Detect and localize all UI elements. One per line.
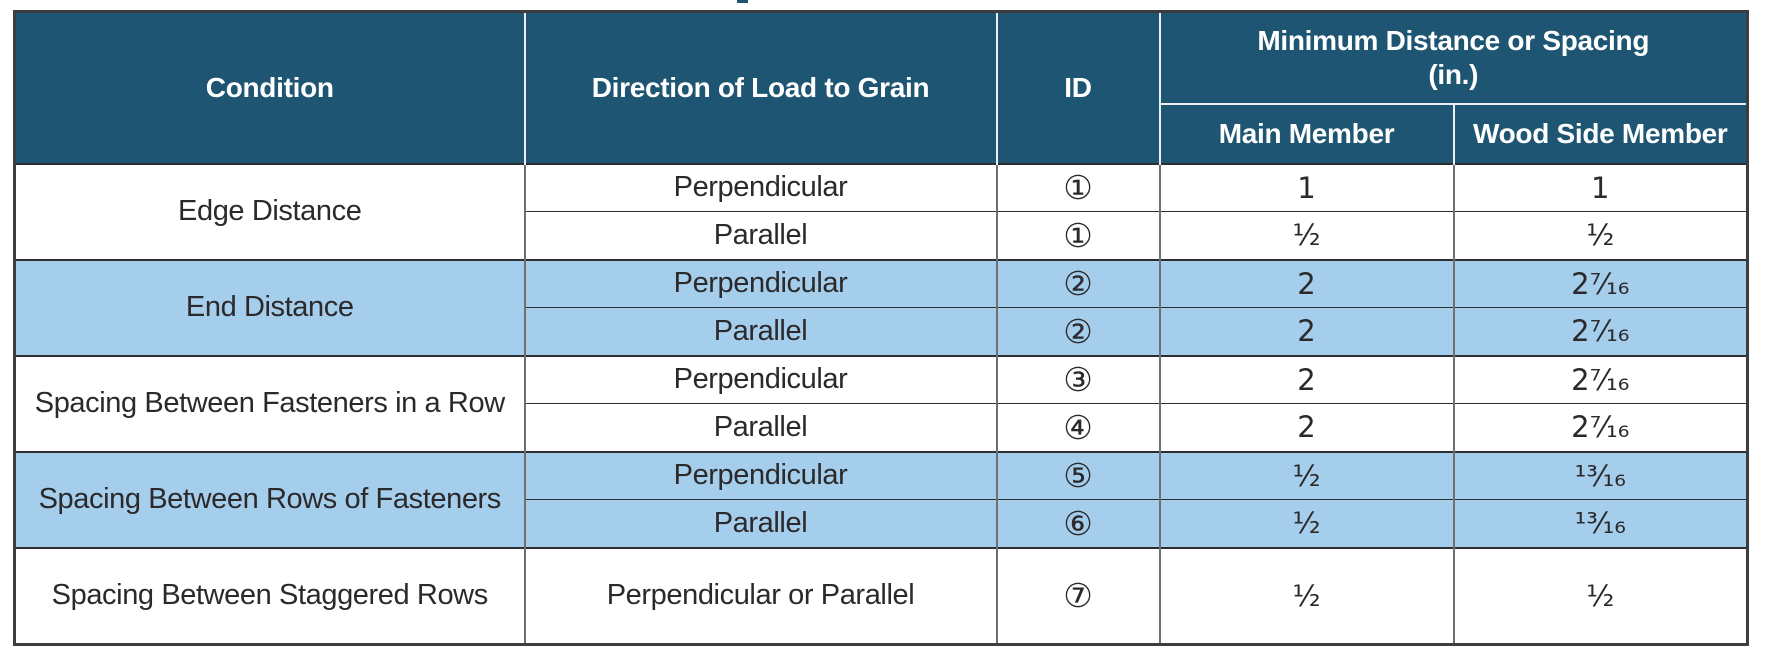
cell-direction: Perpendicular or Parallel <box>523 546 997 645</box>
cell-id: ⑤ <box>995 450 1160 500</box>
cell-condition: Spacing Between Staggered Rows <box>14 546 525 645</box>
cell-id: ① <box>995 162 1160 212</box>
table-row: End Distance Perpendicular ② 2 2⁷⁄₁₆ <box>14 258 1748 356</box>
header-main-member: Main Member <box>1158 103 1454 164</box>
cell-wood-side-member: 2⁷⁄₁₆ <box>1452 258 1748 308</box>
header-wood-side-member: Wood Side Member <box>1452 103 1748 164</box>
cell-main-member: ½ <box>1158 450 1454 500</box>
cell-main-member: 2 <box>1158 258 1454 308</box>
cell-id: ③ <box>995 354 1160 404</box>
cell-id: ② <box>995 258 1160 308</box>
cell-main-member: 2 <box>1158 354 1454 404</box>
cell-wood-side-member: 2⁷⁄₁₆ <box>1452 403 1748 452</box>
cell-id: ② <box>995 307 1160 356</box>
cell-main-member: ½ <box>1158 546 1454 645</box>
cell-direction: Perpendicular <box>523 258 997 308</box>
cell-direction: Perpendicular <box>523 450 997 500</box>
cell-id: ④ <box>995 403 1160 452</box>
header-minimum-distance-group: Minimum Distance or Spacing (in.) <box>1158 11 1748 105</box>
cell-wood-side-member: ½ <box>1452 211 1748 260</box>
cell-wood-side-member: ¹³⁄₁₆ <box>1452 499 1748 548</box>
header-minimum-distance-unit: (in.) <box>1428 58 1479 90</box>
fastener-spacing-table: Condition Direction of Load to Grain ID … <box>13 10 1749 646</box>
cell-id: ① <box>995 211 1160 260</box>
table-row: Spacing Between Fasteners in a Row Perpe… <box>14 354 1748 452</box>
header-id: ID <box>995 11 1160 164</box>
header-condition: Condition <box>14 11 525 164</box>
cell-wood-side-member: 1 <box>1452 162 1748 212</box>
table-row: Parallel ④ 2 2⁷⁄₁₆ <box>15 403 1748 452</box>
table-row: Parallel ② 2 2⁷⁄₁₆ <box>15 307 1748 356</box>
cropped-title-fragment <box>737 0 748 3</box>
header-minimum-distance-title: Minimum Distance or Spacing <box>1257 24 1650 56</box>
cell-main-member: 1 <box>1158 162 1454 212</box>
cell-condition: Edge Distance <box>14 162 525 260</box>
cell-direction: Perpendicular <box>523 162 997 212</box>
header-direction-of-load: Direction of Load to Grain <box>523 11 997 164</box>
cell-id: ⑦ <box>995 546 1160 645</box>
cell-main-member: ½ <box>1158 499 1454 548</box>
cell-condition: Spacing Between Rows of Fasteners <box>14 450 525 548</box>
cell-direction: Parallel <box>523 307 997 356</box>
cell-direction: Parallel <box>523 211 997 260</box>
table-row: Edge Distance Perpendicular ① 1 1 <box>14 162 1748 260</box>
cell-condition: Spacing Between Fasteners in a Row <box>14 354 525 452</box>
table-header: Condition Direction of Load to Grain ID … <box>14 11 1748 164</box>
cell-direction: Parallel <box>523 499 997 548</box>
cell-wood-side-member: 2⁷⁄₁₆ <box>1452 354 1748 404</box>
table-body: Edge Distance Perpendicular ① 1 1 Parall… <box>14 162 1748 645</box>
cell-direction: Perpendicular <box>523 354 997 404</box>
table-row: Spacing Between Rows of Fasteners Perpen… <box>14 450 1748 548</box>
table-row: Parallel ⑥ ½ ¹³⁄₁₆ <box>15 499 1748 548</box>
cell-wood-side-member: ¹³⁄₁₆ <box>1452 450 1748 500</box>
table-row: Parallel ① ½ ½ <box>15 211 1748 260</box>
cell-direction: Parallel <box>523 403 997 452</box>
cell-wood-side-member: ½ <box>1452 546 1748 645</box>
cell-condition: End Distance <box>14 258 525 356</box>
cell-id: ⑥ <box>995 499 1160 548</box>
cell-main-member: 2 <box>1158 403 1454 452</box>
cell-wood-side-member: 2⁷⁄₁₆ <box>1452 307 1748 356</box>
table-row: Spacing Between Staggered Rows Perpendic… <box>14 546 1748 645</box>
cell-main-member: 2 <box>1158 307 1454 356</box>
cell-main-member: ½ <box>1158 211 1454 260</box>
